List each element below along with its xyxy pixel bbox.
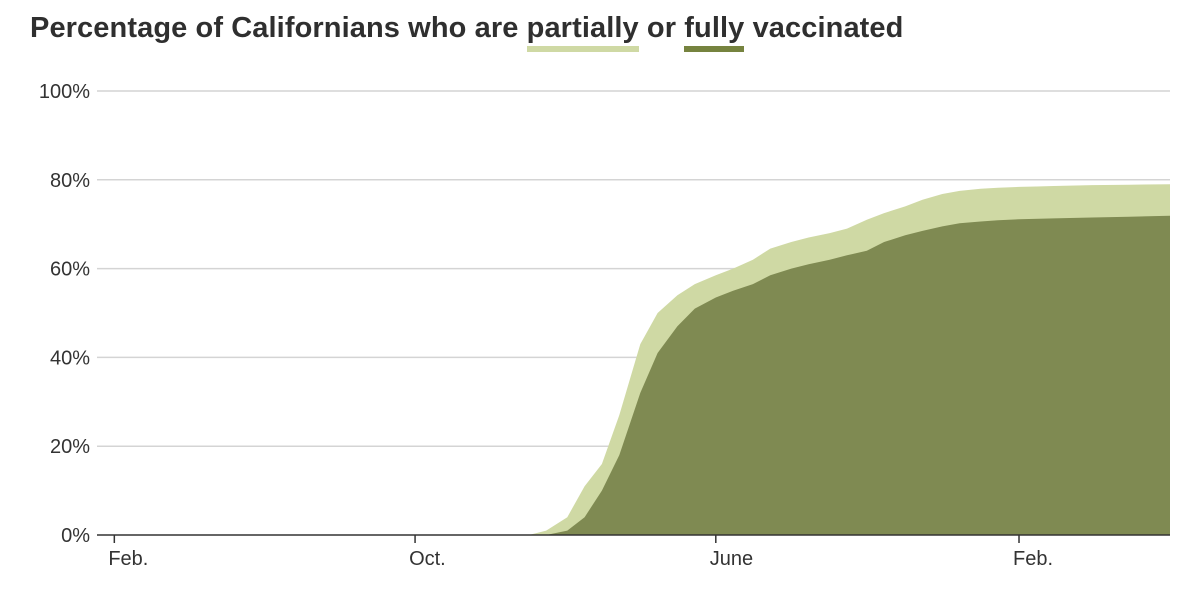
y-tick-label: 80% (50, 170, 90, 192)
x-tick-label: Oct. (409, 548, 446, 570)
y-tick-label: 40% (50, 347, 90, 369)
title-fully-key: fully (684, 13, 745, 53)
y-tick-label: 0% (61, 525, 90, 547)
x-tick-label: June (710, 548, 753, 570)
axes: 0% 20% 40% 60% 80% 100% Feb. Oct. June Feb. (39, 81, 1170, 570)
y-tick-label: 20% (50, 436, 90, 458)
y-tick-label: 60% (50, 259, 90, 281)
chart-title: Percentage of Californians who are parti… (30, 12, 904, 53)
x-tick-label: Feb. (108, 548, 148, 570)
x-tick-label: Feb. (1013, 548, 1053, 570)
title-suffix: vaccinated (744, 12, 904, 44)
title-middle: or (638, 12, 685, 44)
title-partially-key: partially (526, 13, 639, 53)
areas (528, 184, 1170, 536)
y-tick-label: 100% (39, 81, 90, 103)
area-fully (546, 215, 1170, 536)
title-prefix: Percentage of Californians who are (30, 12, 527, 44)
